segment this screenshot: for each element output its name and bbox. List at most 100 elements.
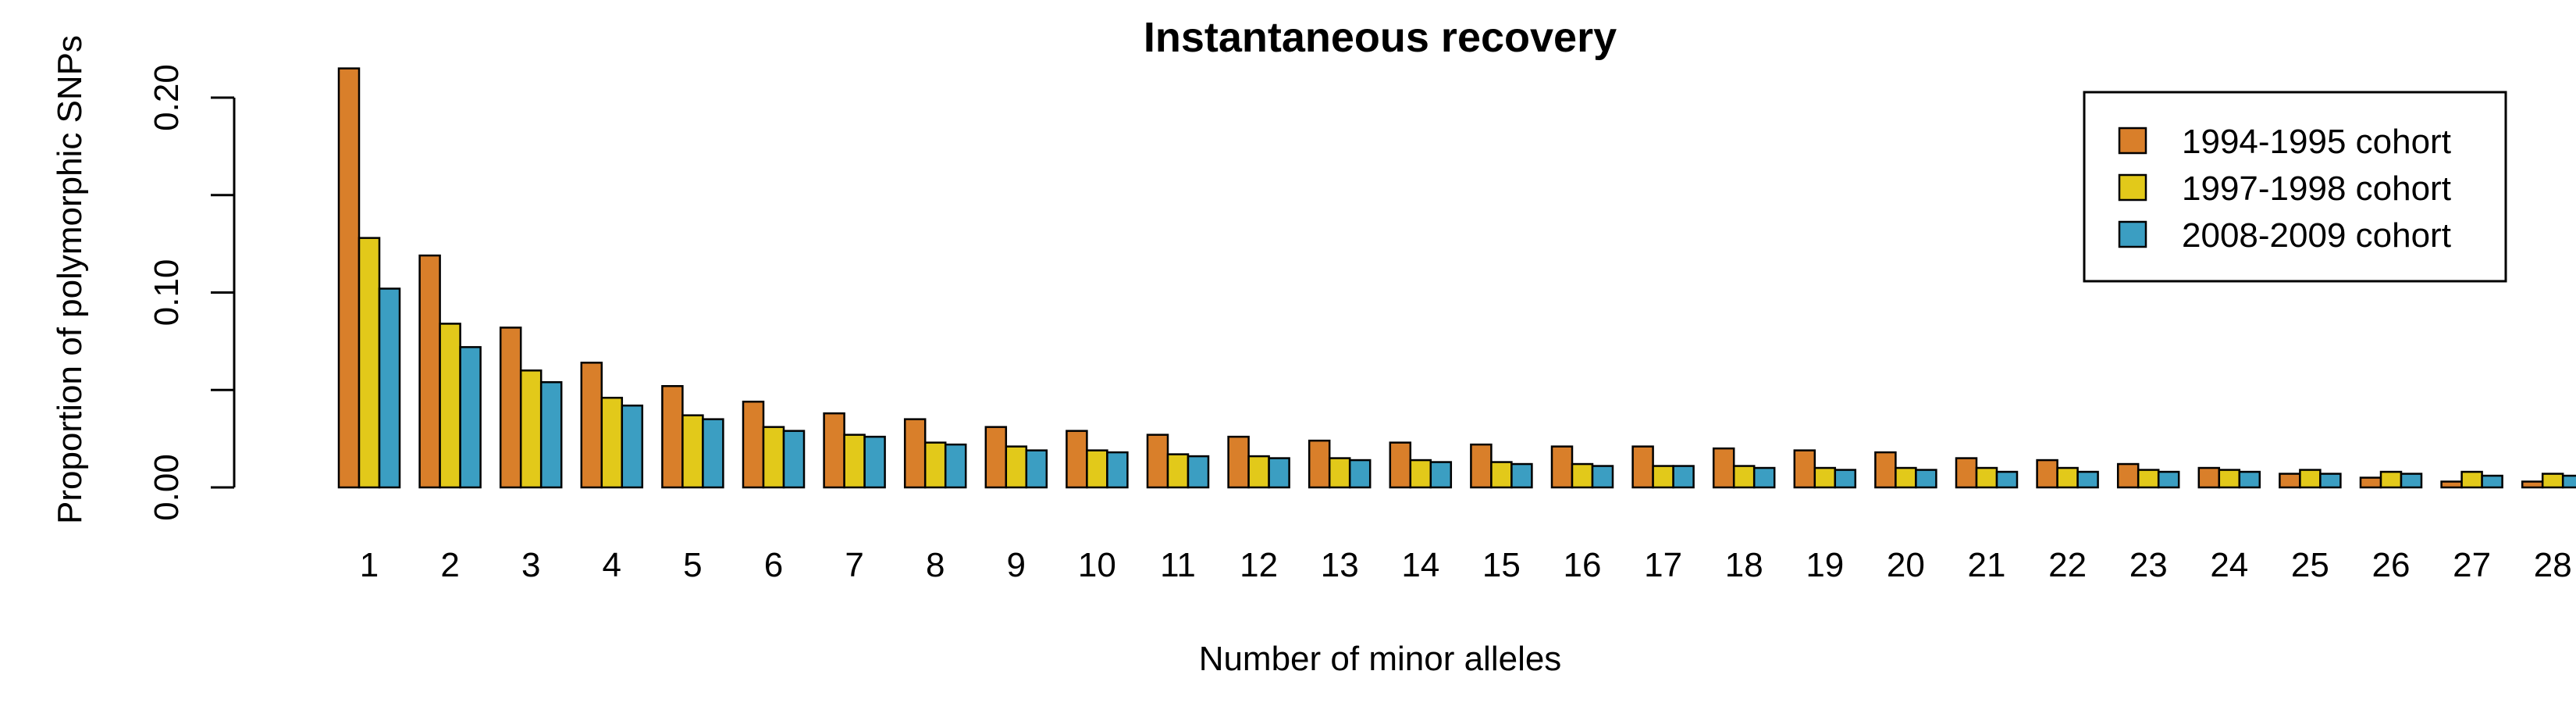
bar-2-23 — [2137, 469, 2160, 489]
bar-2-24 — [2218, 469, 2241, 489]
bar-1-26 — [2359, 476, 2382, 489]
bar-1-2 — [418, 254, 441, 489]
bar-1-16 — [1550, 445, 1574, 489]
bar-3-19 — [1834, 469, 1857, 489]
bar-3-4 — [621, 404, 644, 489]
bar-1-20 — [1874, 451, 1897, 489]
x-tick-label: 18 — [1725, 546, 1763, 584]
bar-3-26 — [2400, 473, 2423, 489]
x-tick-label: 27 — [2453, 546, 2491, 584]
bar-3-23 — [2157, 470, 2180, 489]
x-tick-label: 13 — [1321, 546, 1359, 584]
x-tick-label: 1 — [360, 546, 379, 584]
legend-swatch — [2118, 220, 2147, 248]
bar-1-21 — [1955, 457, 1978, 489]
bar-2-10 — [1086, 449, 1108, 489]
bar-2-7 — [843, 434, 866, 489]
bars — [337, 67, 2576, 489]
bar-1-27 — [2440, 480, 2463, 489]
bar-3-13 — [1348, 459, 1372, 489]
x-tick-label: 2 — [440, 546, 459, 584]
bar-2-18 — [1732, 465, 1756, 489]
bar-2-14 — [1409, 459, 1432, 489]
bar-3-9 — [1025, 449, 1048, 489]
bar-1-8 — [903, 418, 927, 489]
bar-1-9 — [984, 426, 1008, 489]
bar-1-25 — [2279, 473, 2301, 489]
x-tick-label: 5 — [683, 546, 702, 584]
bar-2-22 — [2056, 466, 2079, 489]
x-tick-label: 22 — [2048, 546, 2087, 584]
bar-1-5 — [661, 385, 684, 489]
x-axis-label: Number of minor alleles — [1199, 640, 1562, 678]
bar-1-1 — [337, 67, 361, 489]
x-tick-label: 16 — [1564, 546, 1602, 584]
bar-3-27 — [2481, 474, 2503, 489]
x-tick-label: 6 — [764, 546, 783, 584]
bar-2-9 — [1005, 445, 1028, 489]
x-tick-label: 14 — [1401, 546, 1439, 584]
x-tick-label: 28 — [2534, 546, 2572, 584]
x-tick-label: 26 — [2372, 546, 2411, 584]
x-tick-label: 25 — [2291, 546, 2329, 584]
bar-2-27 — [2460, 470, 2483, 489]
bar-2-1 — [358, 237, 381, 489]
x-tick-label: 9 — [1007, 546, 1026, 584]
bar-1-23 — [2116, 462, 2140, 489]
chart-title: Instantaneous recovery — [1144, 14, 1617, 61]
bar-2-8 — [923, 441, 947, 489]
bar-1-24 — [2197, 466, 2221, 489]
legend-box — [2083, 91, 2507, 283]
bar-3-28 — [2561, 474, 2576, 489]
x-tick-labels: 1 2 3 4 5 6 7 8 9 10 11 12 13 14 15 16 17 18 19 20 21 22 23 24 2… — [360, 546, 2572, 584]
bar-2-12 — [1247, 455, 1270, 489]
bar-3-14 — [1429, 461, 1453, 489]
bar-1-6 — [742, 400, 765, 489]
bar-3-21 — [1995, 470, 2019, 489]
bar-3-12 — [1268, 457, 1290, 489]
bar-3-5 — [702, 418, 724, 489]
bar-3-25 — [2319, 473, 2342, 489]
bar-2-26 — [2379, 470, 2403, 489]
bar-3-16 — [1591, 465, 1614, 489]
bar-3-10 — [1106, 451, 1129, 489]
bar-1-3 — [499, 327, 522, 489]
bar-3-18 — [1752, 466, 1776, 489]
legend-label: 1994-1995 cohort — [2182, 123, 2451, 161]
x-tick-label: 17 — [1644, 546, 1682, 584]
bar-2-15 — [1490, 461, 1513, 489]
y-tick-label: 0.20 — [148, 64, 186, 131]
y-axis: 0.00 0.10 0.20 — [148, 64, 236, 521]
bar-1-18 — [1712, 447, 1735, 489]
x-tick-label: 12 — [1240, 546, 1278, 584]
bar-1-22 — [2036, 459, 2058, 489]
bar-3-6 — [782, 430, 806, 489]
bar-2-19 — [1813, 466, 1837, 489]
x-tick-label: 15 — [1482, 546, 1521, 584]
x-tick-label: 11 — [1160, 546, 1196, 584]
bar-2-21 — [1975, 466, 1998, 489]
legend: 1994-1995 cohort 1997-1998 cohort 2008-200… — [2083, 91, 2507, 283]
bar-3-11 — [1187, 455, 1210, 489]
bar-3-24 — [2238, 470, 2261, 489]
bar-3-2 — [459, 346, 482, 489]
bar-2-3 — [519, 369, 543, 489]
y-tick-label: 0.10 — [148, 259, 186, 327]
x-tick-label: 24 — [2210, 546, 2248, 584]
bar-1-13 — [1308, 439, 1331, 489]
bar-3-22 — [2076, 470, 2099, 489]
bar-1-15 — [1470, 443, 1493, 489]
bar-2-2 — [439, 323, 461, 489]
x-tick-label: 4 — [603, 546, 621, 584]
x-tick-label: 23 — [2129, 546, 2168, 584]
x-tick-label: 20 — [1887, 546, 1925, 584]
x-tick-label: 3 — [521, 546, 540, 584]
bar-2-4 — [600, 396, 624, 489]
bar-2-11 — [1166, 453, 1190, 489]
legend-label: 2008-2009 cohort — [2182, 216, 2451, 255]
bar-3-17 — [1672, 465, 1695, 489]
bar-2-5 — [681, 414, 704, 489]
bar-3-8 — [944, 443, 967, 489]
bar-1-12 — [1227, 435, 1250, 489]
bar-2-28 — [2541, 473, 2564, 489]
